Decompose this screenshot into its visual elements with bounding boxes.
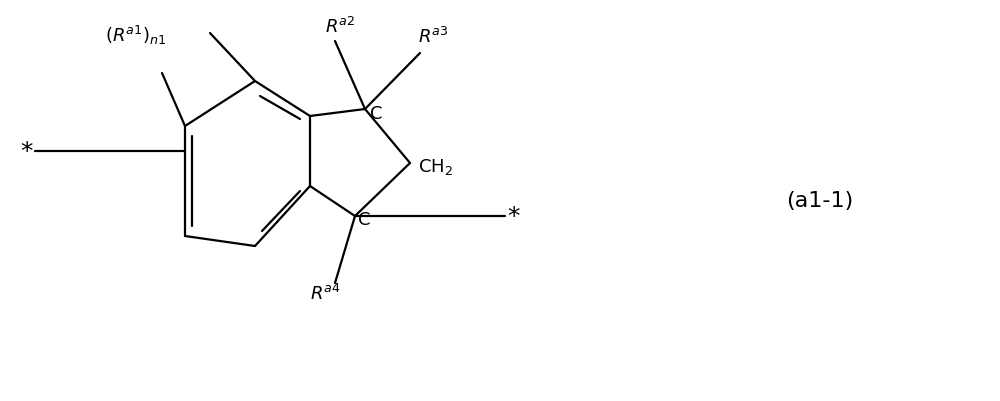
Text: $R^{a2}$: $R^{a2}$ [325, 17, 355, 37]
Text: CH$_2$: CH$_2$ [418, 157, 453, 176]
Text: C: C [358, 211, 370, 229]
Text: (a1-1): (a1-1) [786, 190, 854, 211]
Text: $(R^{a1})_{n1}$: $(R^{a1})_{n1}$ [105, 24, 166, 47]
Text: *: * [507, 205, 519, 229]
Text: $R^{a3}$: $R^{a3}$ [418, 27, 448, 47]
Text: *: * [21, 140, 33, 164]
Text: $R^{a4}$: $R^{a4}$ [310, 283, 341, 303]
Text: C: C [370, 105, 382, 123]
